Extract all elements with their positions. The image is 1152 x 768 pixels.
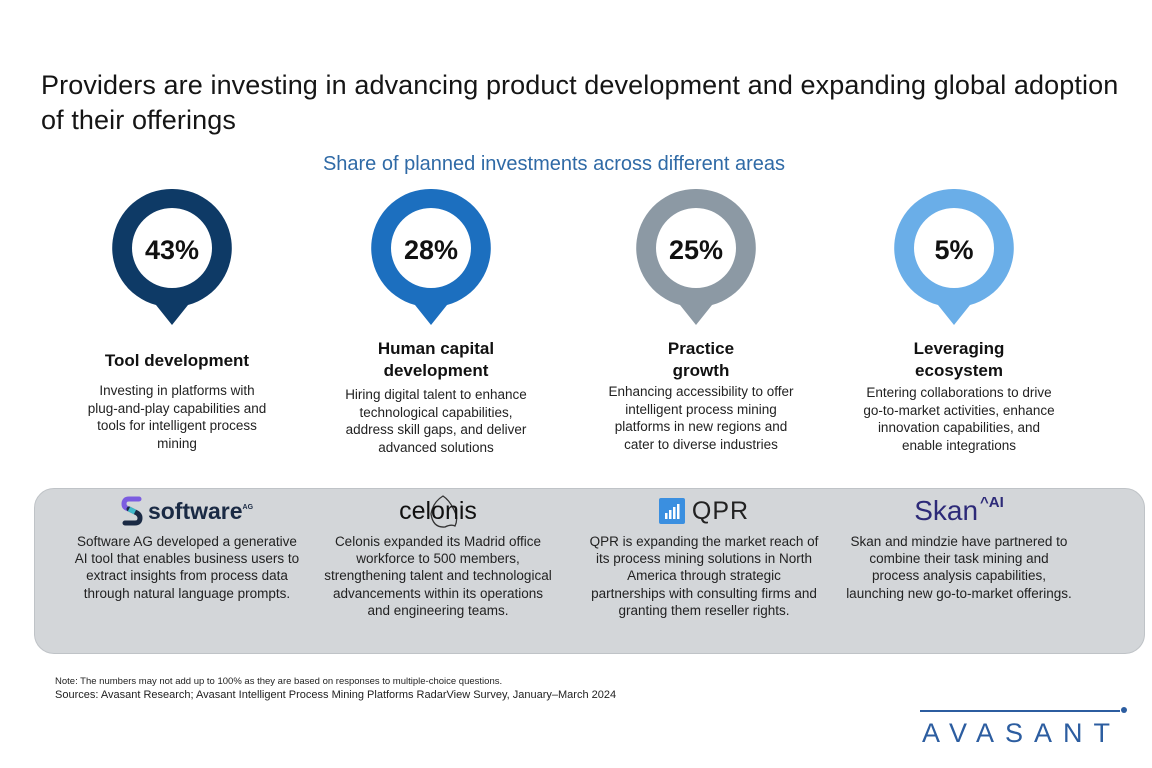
skan-ai-suffix: ^AI	[980, 494, 1004, 511]
pin-shape	[636, 188, 756, 325]
case-study-qpr: QPR QPR is expanding the market reach of…	[589, 492, 819, 619]
software-ag-suffix: AG	[242, 504, 254, 511]
case-studies-panel	[34, 488, 1145, 654]
case-study-software-ag: software AG Software AG developed a gene…	[72, 492, 302, 602]
percent-label: 5%	[934, 235, 974, 265]
area-title: Human capital development	[311, 338, 561, 382]
celonis-wordmark: celonis	[399, 496, 477, 525]
pin-ring-practice-growth	[636, 188, 756, 325]
case-study-text: QPR is expanding the market reach of its…	[589, 534, 819, 618]
software-ag-wordmark: software	[147, 497, 243, 524]
sources: Sources: Avasant Research; Avasant Intel…	[55, 689, 617, 701]
investment-area-leveraging-ecosystem: 5% Leveraging ecosystem Entering collabor…	[834, 188, 1084, 454]
area-description: Enhancing accessibility to offer intelli…	[608, 384, 794, 452]
area-title-line: Human capital	[377, 339, 495, 358]
area-title-line: Practice	[667, 339, 735, 358]
area-title: Leveraging ecosystem	[834, 338, 1084, 382]
area-title: Tool development	[52, 350, 302, 372]
percent-label: 25%	[668, 235, 724, 265]
area-description: Entering collaborations to drive go-to-m…	[863, 385, 1055, 453]
case-study-celonis: celonis Celonis expanded its Madrid offi…	[323, 492, 553, 619]
software-ag-logo: software AG	[72, 492, 302, 530]
case-study-text: Celonis expanded its Madrid office workf…	[324, 534, 552, 618]
pin-ring-tool-development	[112, 188, 232, 325]
chart-title: Share of planned investments across diff…	[322, 153, 786, 175]
pin-marker: 43%	[112, 188, 242, 328]
logo-line	[920, 710, 1120, 712]
qpr-logo: QPR	[589, 492, 819, 530]
skan-wordmark: Skan	[914, 495, 979, 526]
avasant-logo: AVASANT	[918, 702, 1133, 752]
pin-marker: 25%	[636, 188, 766, 328]
pin-shape	[894, 188, 1014, 325]
area-description: Hiring digital talent to enhance technol…	[345, 387, 527, 455]
case-study-text: Skan and mindzie have partnered to combi…	[846, 534, 1072, 601]
area-title-line: growth	[672, 361, 730, 380]
investment-area-human-capital-development: 28% Human capital development Hiring digi…	[311, 188, 561, 456]
percent-label: 28%	[403, 235, 459, 265]
bar-chart-icon	[658, 498, 685, 524]
pin-shape	[112, 188, 232, 325]
percent-label: 43%	[144, 235, 200, 265]
pin-shape	[371, 188, 491, 325]
area-title-line: Leveraging	[913, 339, 1005, 358]
footnote: Note: The numbers may not add up to 100%…	[55, 676, 503, 687]
pin-ring-leveraging-ecosystem	[894, 188, 1014, 325]
software-ag-s-icon	[121, 496, 143, 526]
area-title-line: Tool development	[104, 351, 250, 370]
celonis-swirl-icon	[430, 495, 458, 528]
logo-dot	[1121, 707, 1127, 713]
pin-ring-human-capital	[371, 188, 491, 325]
page-title: Providers are investing in advancing pro…	[41, 70, 1119, 135]
investment-area-tool-development: 43% Tool development Investing in platfo…	[52, 188, 302, 452]
investment-area-practice-growth: 25% Practice growth Enhancing accessibili…	[576, 188, 826, 453]
pin-marker: 28%	[371, 188, 501, 328]
area-description: Investing in platforms with plug-and-pla…	[87, 383, 267, 451]
qpr-wordmark: QPR	[691, 496, 750, 525]
brand-wordmark: AVASANT	[922, 718, 1122, 748]
pin-marker: 5%	[894, 188, 1024, 328]
area-title: Practice growth	[576, 338, 826, 382]
skan-ai-logo: Skan ^AI	[844, 492, 1074, 530]
celonis-logo: celonis	[323, 492, 553, 530]
case-study-skan-ai: Skan ^AI Skan and mindzie have partnered…	[844, 492, 1074, 602]
area-title-line: development	[383, 361, 489, 380]
area-title-line: ecosystem	[915, 361, 1003, 380]
case-study-text: Software AG developed a generative AI to…	[74, 534, 300, 601]
